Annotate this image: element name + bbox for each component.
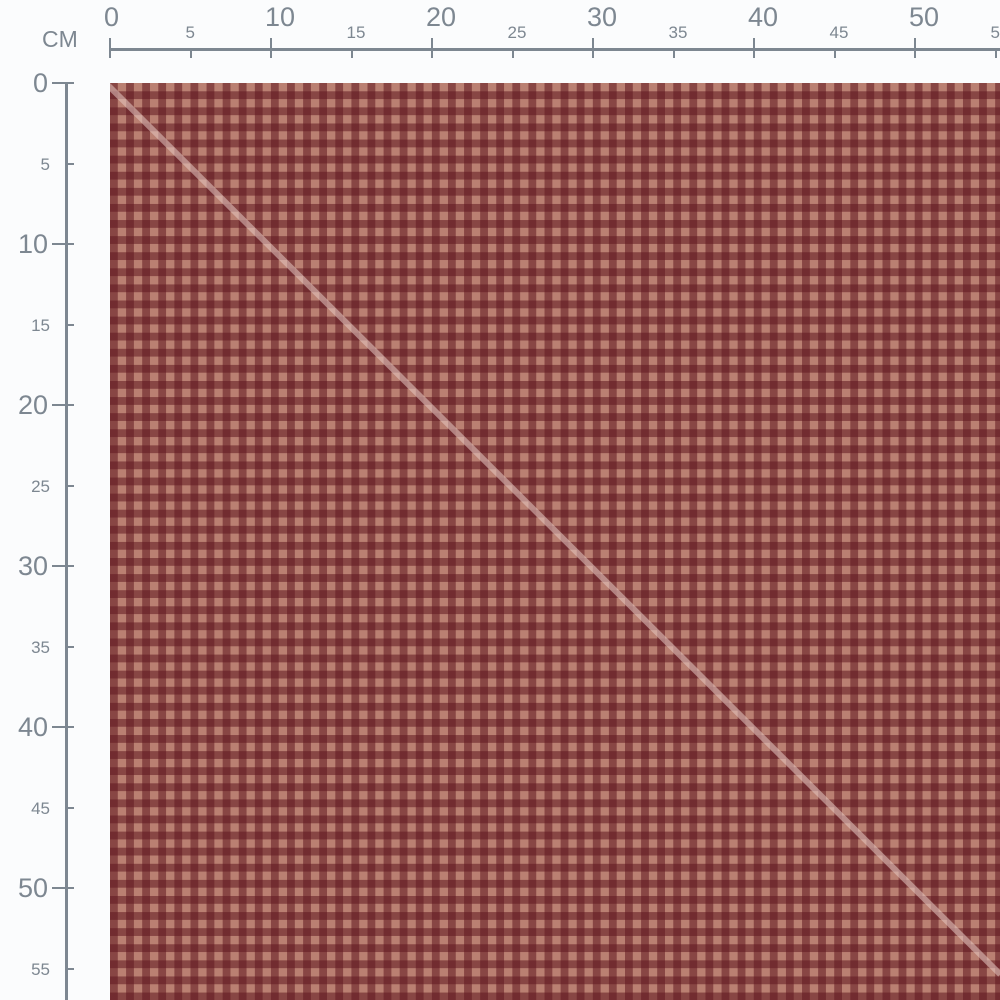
left-tick <box>52 404 74 406</box>
left-tick <box>66 162 74 165</box>
left-ruler-line <box>65 83 68 1000</box>
unit-label: CM <box>42 26 78 52</box>
left-tick <box>66 967 74 970</box>
top-tick-label: 15 <box>346 23 366 42</box>
left-tick <box>52 82 74 84</box>
left-tick <box>52 565 74 567</box>
left-tick-label: 35 <box>31 637 50 657</box>
top-tick-label: 45 <box>829 23 849 42</box>
top-tick-label: 40 <box>748 2 779 32</box>
left-tick <box>66 806 74 809</box>
top-tick-label: 0 <box>104 2 120 32</box>
top-tick <box>672 50 675 58</box>
top-tick <box>109 38 111 58</box>
left-tick-label: 5 <box>40 154 50 174</box>
top-tick <box>270 38 272 58</box>
left-tick-label: 25 <box>31 476 50 496</box>
top-tick <box>189 50 192 58</box>
top-tick <box>511 50 514 58</box>
left-tick <box>52 243 74 245</box>
left-tick-label: 45 <box>31 798 50 818</box>
top-tick <box>431 38 433 58</box>
top-tick-label: 5 <box>185 23 195 42</box>
left-tick-label: 55 <box>31 959 50 979</box>
top-tick <box>592 38 594 58</box>
left-tick-label: 10 <box>17 229 48 259</box>
top-ruler-line <box>110 48 1000 51</box>
top-tick-label: 20 <box>426 2 457 32</box>
top-tick <box>994 50 997 58</box>
top-tick-label: 30 <box>587 2 618 32</box>
left-tick-label: 50 <box>17 873 48 903</box>
top-tick-label: 35 <box>668 23 688 42</box>
left-tick <box>66 645 74 648</box>
left-tick-label: 40 <box>17 712 48 742</box>
left-tick <box>66 484 74 487</box>
top-tick <box>914 38 916 58</box>
left-tick-label: 0 <box>32 68 48 98</box>
top-tick <box>833 50 836 58</box>
fabric-swatch <box>110 83 1000 1000</box>
top-tick-label: 50 <box>909 2 940 32</box>
top-tick <box>350 50 353 58</box>
left-tick-label: 15 <box>31 315 50 335</box>
left-tick-label: 20 <box>17 390 48 420</box>
left-tick-label: 30 <box>17 551 48 581</box>
left-tick <box>52 726 74 728</box>
left-tick <box>66 323 74 326</box>
top-tick <box>753 38 755 58</box>
fold-highlight <box>110 83 1000 977</box>
top-tick-label: 10 <box>265 2 296 32</box>
left-tick <box>52 887 74 889</box>
top-tick-label: 55 <box>990 23 1000 42</box>
top-tick-label: 25 <box>507 23 527 42</box>
